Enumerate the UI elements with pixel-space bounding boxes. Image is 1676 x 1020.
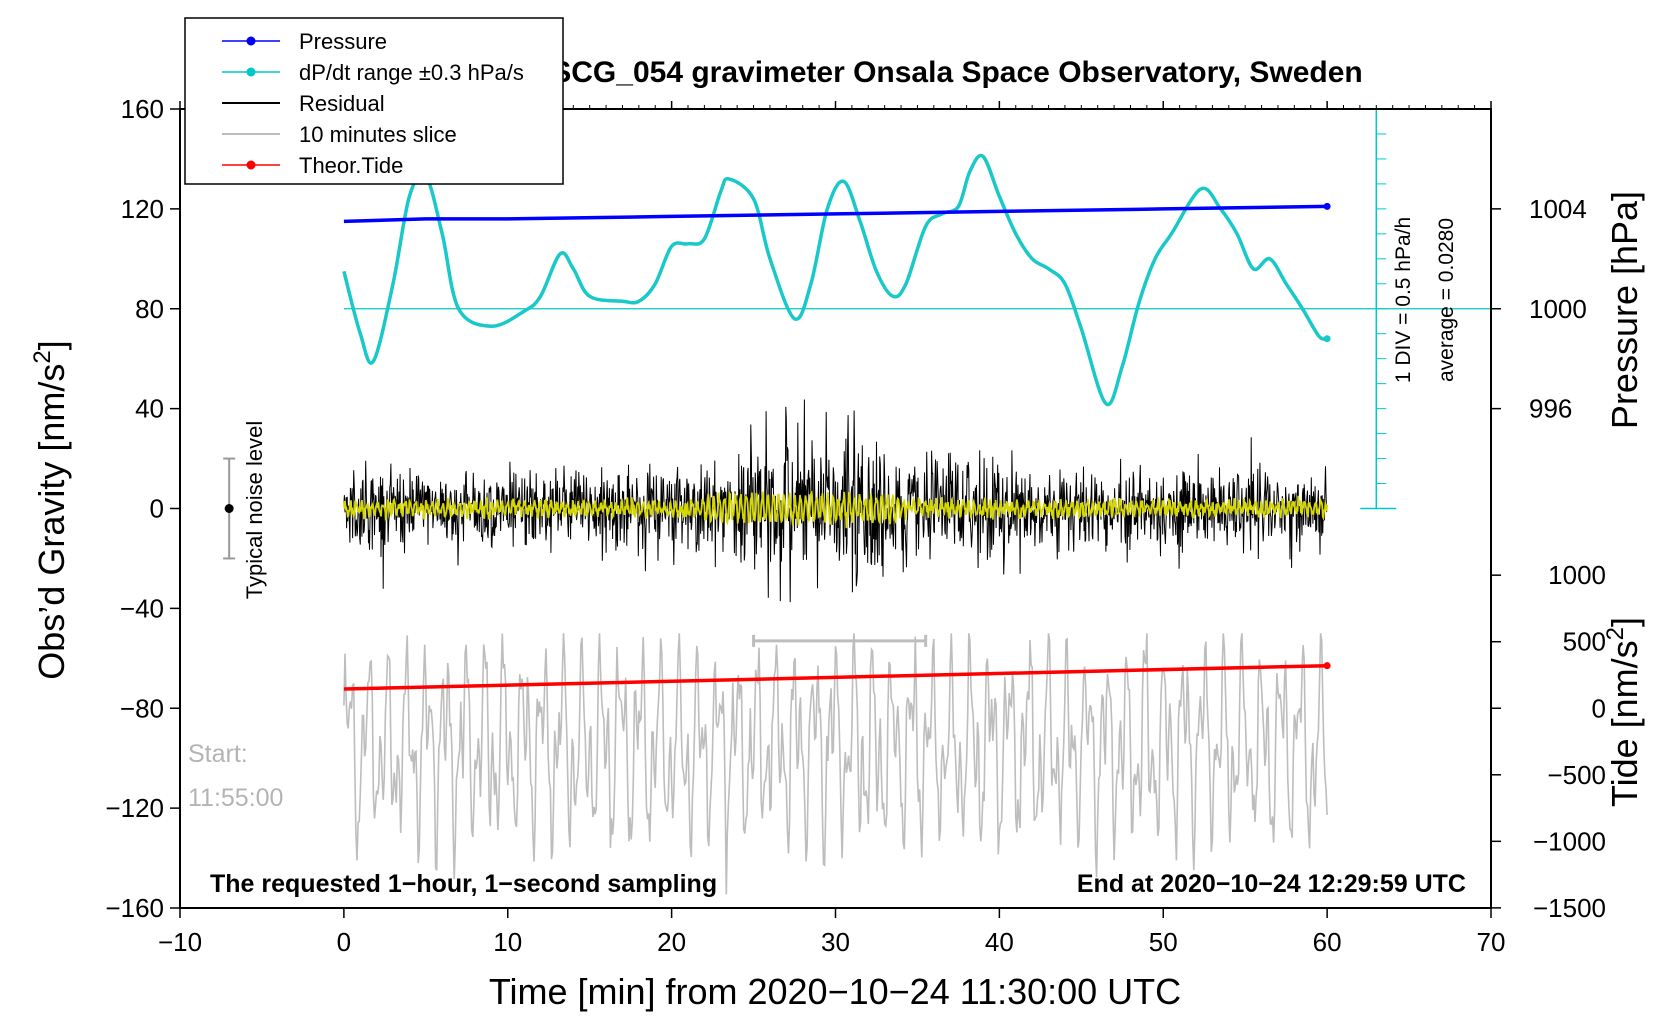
- y-left-tick-label-5: −40: [120, 593, 164, 623]
- legend-entry-slice: 10 minutes slice: [222, 122, 457, 147]
- tide-end-marker: [1323, 662, 1331, 670]
- x-tick-label-1: 0: [337, 927, 351, 957]
- pressure-line: [343, 204, 1328, 224]
- x-tick-label-4: 30: [821, 927, 850, 957]
- x-tick-label-3: 20: [657, 927, 686, 957]
- y-left-tick-label-3: 40: [135, 394, 164, 424]
- y-tide-tick-label-0: 1000: [1548, 560, 1606, 590]
- legend-label-slice: 10 minutes slice: [299, 122, 457, 147]
- residual-trace: [343, 399, 1328, 603]
- legend-label-pressure: Pressure: [299, 29, 387, 54]
- y-pressure-tick-label-1: 1000: [1529, 294, 1587, 324]
- y-axis-label-tide-tail: ]: [1604, 617, 1645, 627]
- y-tide-tick-label-2: 0: [1592, 693, 1606, 723]
- legend-box: [184, 17, 564, 185]
- residual-smoothed-trace: [343, 490, 1328, 529]
- x-tick-label-5: 40: [985, 927, 1014, 957]
- y-axis-label-left-tail: ]: [31, 340, 72, 350]
- legend: Pressure dP/dt range ±0.3 hPa/s Residual…: [184, 17, 564, 185]
- tide-line: [343, 663, 1328, 691]
- noise-center-dot: [224, 504, 234, 513]
- x-tick-label-6: 50: [1149, 927, 1178, 957]
- x-tick-label-7: 60: [1313, 927, 1342, 957]
- end-time-note: End at 2020−10−24 12:29:59 UTC: [1077, 870, 1466, 898]
- y-left-tick-label-6: −80: [120, 693, 164, 723]
- y-tide-tick-label-1: 500: [1563, 627, 1606, 657]
- start-label: Start:: [188, 740, 248, 768]
- legend-marker-dpdt: [246, 67, 256, 77]
- y-pressure-tick-label-0: 1004: [1529, 194, 1587, 224]
- x-tick-label-0: −10: [158, 927, 202, 957]
- legend-entry-pressure: Pressure: [222, 29, 387, 54]
- dpdt-scale-label: 1 DIV = 0.5 hPa/h: [1392, 217, 1415, 383]
- y-axis-label-left: Obs’d Gravity [nm/s2]: [29, 340, 72, 679]
- average-label: average = 0.0280: [1435, 218, 1458, 382]
- sampling-note: The requested 1−hour, 1−second sampling: [210, 870, 717, 898]
- legend-entry-residual: Residual: [222, 91, 385, 116]
- x-tick-label-8: 70: [1477, 927, 1506, 957]
- y-axis-label-tide-sup: 2: [1602, 627, 1629, 640]
- y-pressure-tick-label-2: 996: [1529, 394, 1572, 424]
- y-axis-label-left-sup: 2: [29, 350, 56, 363]
- y-left-tick-label-7: −120: [105, 793, 164, 823]
- dpdt-end-marker: [1323, 335, 1331, 343]
- y-tide-tick-label-5: −1500: [1533, 893, 1606, 923]
- legend-marker-pressure: [246, 36, 256, 46]
- start-time: 11:55:00: [188, 784, 283, 812]
- y-left-tick-label-8: −160: [105, 893, 164, 923]
- y-tide-tick-label-3: −500: [1547, 760, 1606, 790]
- y-left-tick-label-1: 120: [121, 194, 164, 224]
- legend-marker-tide: [246, 160, 256, 170]
- x-axis-label: Time [min] from 2020−10−24 11:30:00 UTC: [489, 971, 1181, 1012]
- y-axis-label-pressure: Pressure [hPa]: [1604, 191, 1645, 429]
- legend-label-residual: Residual: [299, 91, 385, 116]
- pressure-end-marker: [1323, 202, 1331, 210]
- chart-title: SCG_054 gravimeter Onsala Space Observat…: [551, 56, 1363, 89]
- noise-level-label: Typical noise level: [242, 421, 267, 600]
- y-left-tick-label-4: 0: [150, 494, 164, 524]
- y-axis-label-tide-main: Tide [nm/s: [1604, 640, 1645, 807]
- y-axis-label-tide: Tide [nm/s2]: [1602, 617, 1645, 807]
- y-tide-tick-label-4: −1000: [1533, 826, 1606, 856]
- legend-label-dpdt: dP/dt range ±0.3 hPa/s: [299, 60, 524, 85]
- x-tick-label-2: 10: [493, 927, 522, 957]
- legend-label-tide: Theor.Tide: [299, 153, 403, 178]
- y-left-tick-label-2: 80: [135, 294, 164, 324]
- legend-entry-tide: Theor.Tide: [222, 153, 403, 178]
- legend-entry-dpdt: dP/dt range ±0.3 hPa/s: [222, 60, 524, 85]
- y-left-tick-label-0: 160: [121, 94, 164, 124]
- y-axis-label-left-main: Obs’d Gravity [nm/s: [31, 364, 72, 680]
